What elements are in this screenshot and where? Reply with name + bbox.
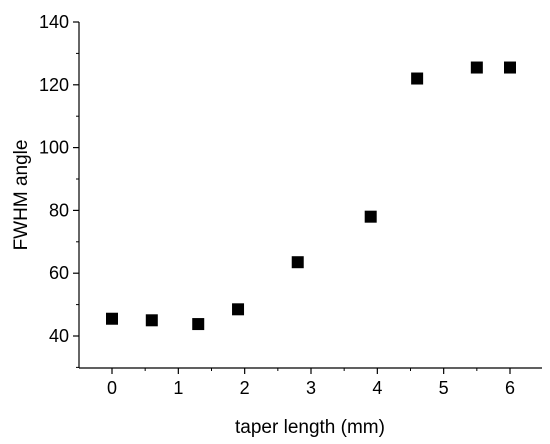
y-tick-label: 80 [49, 200, 69, 220]
data-point [232, 303, 245, 316]
data-point [192, 318, 205, 331]
y-axis-title: FWHM angle [11, 140, 32, 251]
y-axis-ticks: 40 60 80 100 120 140 [39, 12, 79, 368]
data-point [504, 61, 516, 74]
y-tick-label: 100 [39, 138, 69, 158]
data-point [364, 210, 377, 223]
x-axis-title: taper length (mm) [235, 417, 385, 438]
x-tick-label: 5 [439, 378, 449, 398]
data-point [106, 312, 118, 325]
y-tick-label: 140 [39, 12, 69, 32]
data-point [145, 314, 158, 327]
data-points [106, 61, 516, 331]
x-axis-ticks: 0 1 2 3 4 5 6 [107, 368, 515, 398]
data-point [291, 256, 304, 269]
y-tick-label: 60 [49, 263, 69, 283]
x-tick-label: 2 [240, 378, 250, 398]
data-point [470, 61, 483, 74]
data-point [411, 72, 424, 85]
y-tick-label: 40 [49, 326, 69, 346]
x-tick-label: 3 [306, 378, 316, 398]
y-tick-label: 120 [39, 75, 69, 95]
x-tick-label: 6 [505, 378, 515, 398]
x-tick-label: 4 [372, 378, 382, 398]
x-tick-label: 1 [173, 378, 183, 398]
x-tick-label: 0 [107, 378, 117, 398]
